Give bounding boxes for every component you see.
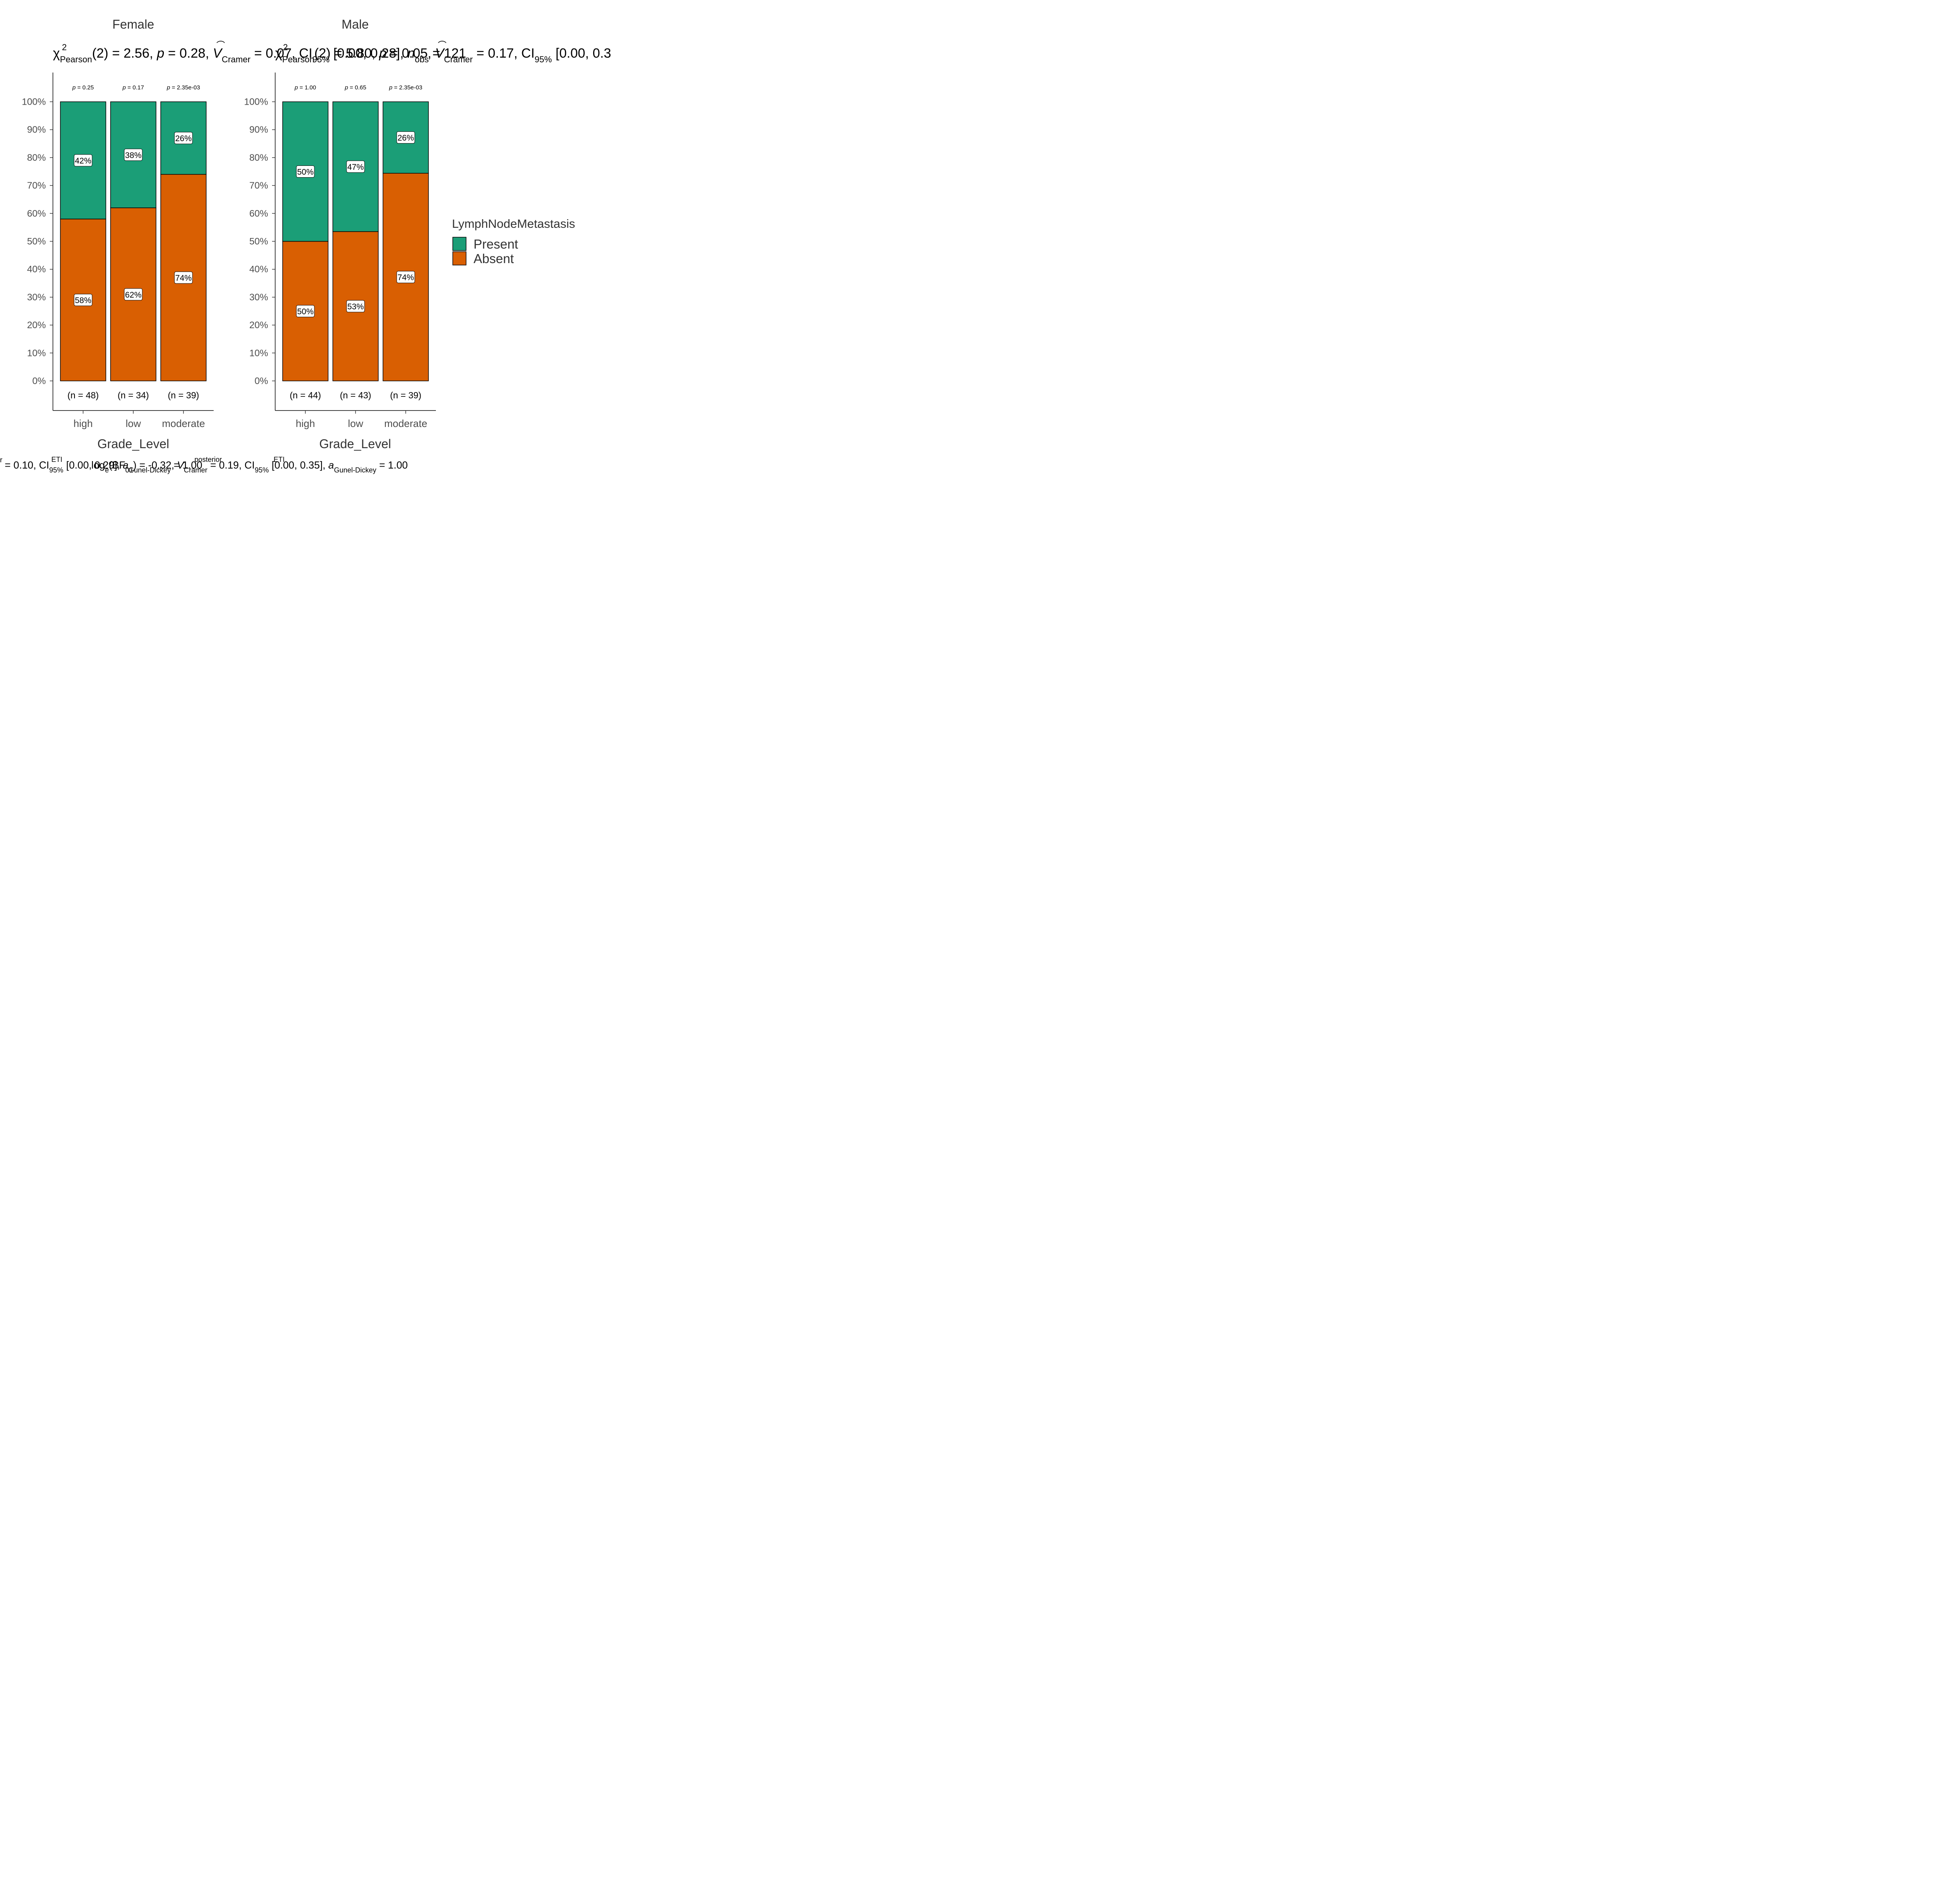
bar-label-present: 42% xyxy=(75,156,91,165)
x-tick-label: low xyxy=(348,418,363,429)
bar-label-present: 50% xyxy=(297,168,314,177)
x-tick-label: moderate xyxy=(384,418,427,429)
female-caption: r = 0.10, CI95% [0.00, 0.29], aGunel-Dic… xyxy=(0,456,202,474)
facet-title: Male xyxy=(341,17,368,31)
bar-label-present: 38% xyxy=(125,151,142,160)
bar-label-present: 26% xyxy=(397,134,414,143)
male-caption: loge(BF01) = -0.32, VCramer = 0.19, CI95… xyxy=(91,456,408,474)
bar-label-present-box xyxy=(296,165,315,178)
count-label: (n = 48) xyxy=(67,390,99,400)
legend-label-present: Present xyxy=(474,237,518,251)
bar-label-absent-box xyxy=(296,305,315,317)
bar-label-present-box xyxy=(74,154,93,167)
y-tick-label: 80% xyxy=(27,153,46,163)
y-tick-label: 20% xyxy=(249,320,268,331)
y-tick-label: 50% xyxy=(27,236,46,247)
bar-label-present-box xyxy=(346,160,365,173)
y-tick-label: 60% xyxy=(27,208,46,219)
count-label: (n = 39) xyxy=(168,390,199,400)
svg-text:r: r xyxy=(0,456,2,464)
bar-label-present-box xyxy=(396,131,415,144)
panel-male: Male 0% 10% 20% 30% 40% 50% 60% 70% 80% 90% 100% 50%… xyxy=(244,17,436,451)
svg-text:loge(BF01) = -0.32, VCramer =: loge(BF01) = -0.32, VCramer = 0.19, CI95… xyxy=(91,459,408,474)
facet-title: Female xyxy=(113,17,154,31)
p-value-label: p = 0.25 xyxy=(72,84,94,91)
p-value-label: p = 0.17 xyxy=(122,84,144,91)
y-tick-label: 40% xyxy=(249,264,268,275)
count-label: (n = 44) xyxy=(290,390,321,400)
bar-label-absent: 58% xyxy=(75,296,91,305)
y-tick-label: 0% xyxy=(32,376,46,387)
svg-text:⌒: ⌒ xyxy=(438,40,446,50)
y-tick-label: 10% xyxy=(249,348,268,358)
y-tick-label: 30% xyxy=(27,292,46,303)
count-label: (n = 34) xyxy=(118,390,149,400)
svg-text:χPearson(2) = 2.56, p = 0.28,: χPearson(2) = 2.56, p = 0.28, VCramer = … xyxy=(53,46,466,64)
chart-figure: χPearson(2) = 2.56, p = 0.28, VCramer = … xyxy=(0,0,615,492)
x-axis-title: Grade_Level xyxy=(97,437,169,451)
legend: LymphNodeMetastasis Present Absent xyxy=(452,217,575,266)
bar-label-absent: 62% xyxy=(125,291,142,300)
p-value-label: p = 0.65 xyxy=(345,84,367,91)
y-tick-label: 70% xyxy=(249,180,268,191)
count-label: (n = 39) xyxy=(390,390,421,400)
legend-label-absent: Absent xyxy=(474,251,514,266)
svg-text:2: 2 xyxy=(62,42,67,52)
y-tick-label: 20% xyxy=(27,320,46,331)
p-value-label: p = 2.35e-03 xyxy=(167,84,200,91)
legend-swatch-present xyxy=(452,237,466,251)
bar-label-absent-box xyxy=(396,271,415,283)
y-tick-label: 100% xyxy=(22,97,46,107)
x-tick-label: low xyxy=(125,418,141,429)
x-tick-label: high xyxy=(296,418,315,429)
legend-swatch-absent xyxy=(452,251,466,265)
bar-label-absent: 74% xyxy=(175,274,192,283)
legend-title: LymphNodeMetastasis xyxy=(452,217,575,231)
y-tick-label: 80% xyxy=(249,153,268,163)
bar-label-present: 26% xyxy=(175,134,192,143)
x-tick-label: moderate xyxy=(162,418,205,429)
panel-female: Female 0% 10% 20% 30% 40% 50% 60% 70% 80% 90% 100% 5… xyxy=(22,17,214,451)
svg-text:posterior: posterior xyxy=(194,456,222,463)
bar-label-absent: 74% xyxy=(397,273,414,282)
y-tick-label: 100% xyxy=(244,97,268,107)
bar-label-present: 47% xyxy=(347,163,364,172)
y-tick-label: 60% xyxy=(249,208,268,219)
svg-text:ETI: ETI xyxy=(274,456,285,463)
svg-text:= 0.10, CI95% [0.00, 0.29], aG: = 0.10, CI95% [0.00, 0.29], aGunel-Dicke… xyxy=(5,459,202,474)
y-tick-label: 10% xyxy=(27,348,46,358)
x-axis-title: Grade_Level xyxy=(319,437,391,451)
y-tick-label: 90% xyxy=(249,125,268,135)
y-tick-label: 40% xyxy=(27,264,46,275)
svg-text:⌒: ⌒ xyxy=(216,40,225,50)
svg-text:2: 2 xyxy=(283,42,288,52)
bar-label-absent-box xyxy=(174,271,193,284)
count-label: (n = 43) xyxy=(340,390,371,400)
x-tick-label: high xyxy=(73,418,93,429)
female-subtitle: χPearson(2) = 2.56, p = 0.28, VCramer = … xyxy=(53,40,466,64)
bar-label-absent-box xyxy=(74,294,93,306)
bar-label-present-box xyxy=(124,149,143,161)
y-tick-label: 30% xyxy=(249,292,268,303)
bar-label-absent: 53% xyxy=(347,302,364,311)
chart-canvas: χPearson(2) = 2.56, p = 0.28, VCramer = … xyxy=(0,17,611,474)
male-subtitle: χPearson(2) = 5.80, p = 0.05, VCramer = … xyxy=(275,40,611,64)
bar-label-absent-box xyxy=(346,300,365,312)
bar-label-present-box xyxy=(174,132,193,144)
bar-label-absent-box xyxy=(124,288,143,301)
y-tick-label: 90% xyxy=(27,125,46,135)
p-value-label: p = 2.35e-03 xyxy=(389,84,423,91)
y-tick-label: 50% xyxy=(249,236,268,247)
bar-label-absent: 50% xyxy=(297,307,314,316)
svg-text:χPearson(2) = 5.80, p = 0.05,: χPearson(2) = 5.80, p = 0.05, VCramer = … xyxy=(275,46,611,64)
y-tick-label: 70% xyxy=(27,180,46,191)
svg-text:ETI: ETI xyxy=(51,456,62,463)
y-tick-label: 0% xyxy=(254,376,268,387)
p-value-label: p = 1.00 xyxy=(294,84,316,91)
